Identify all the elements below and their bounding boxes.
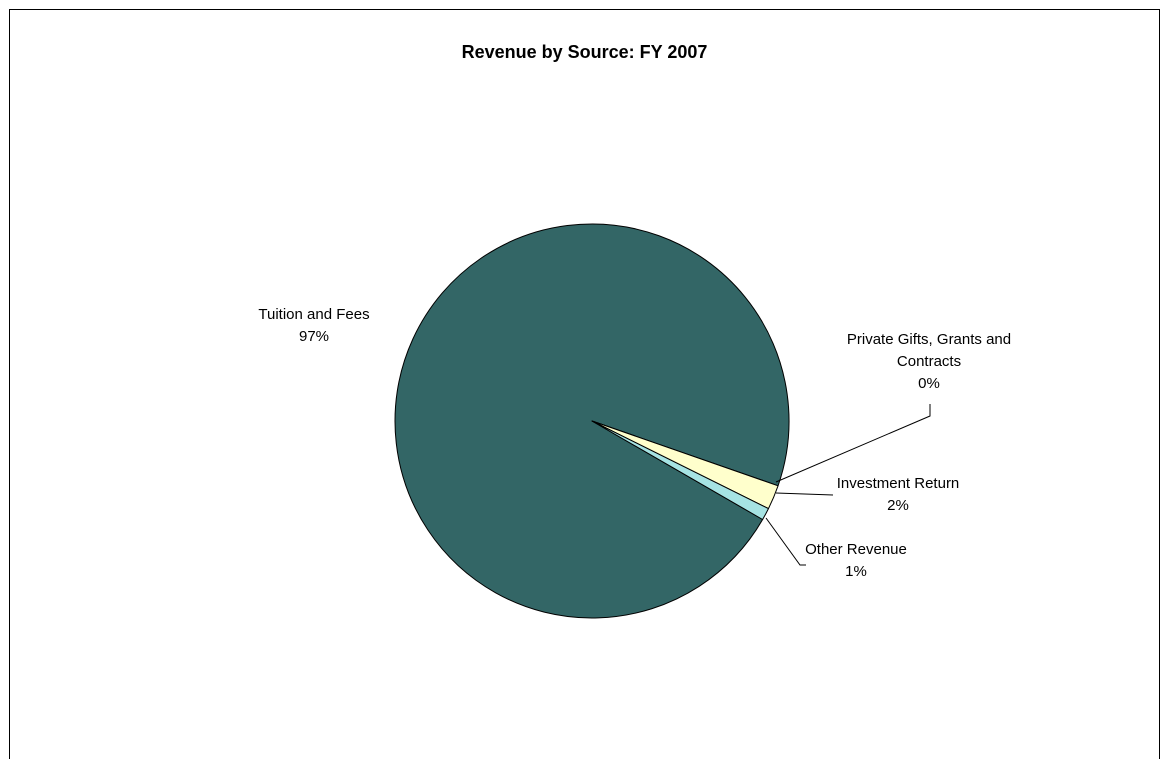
pie-slice — [591, 420, 769, 520]
slice-label: Tuition and Fees 97% — [214, 304, 414, 348]
category-label: Other Revenue — [805, 541, 907, 558]
leader-line — [775, 404, 931, 483]
slice-label: Investment Return 2% — [798, 473, 998, 517]
chart-title: Revenue by Source: FY 2007 — [461, 42, 708, 62]
category-label: Investment Return — [836, 475, 960, 492]
value-label: 97% — [298, 328, 330, 345]
category-label: Tuition and Fees — [258, 306, 370, 323]
slice-label: Other Revenue 1% — [756, 539, 956, 583]
slice-label: Private Gifts, Grants and Contracts 0% — [809, 329, 1049, 395]
value-label: 1% — [845, 563, 867, 580]
pie — [394, 223, 790, 619]
leader-line — [765, 517, 806, 566]
value-label: 0% — [918, 375, 940, 392]
value-label: 2% — [887, 497, 909, 514]
category-label: Private Gifts, Grants and Contracts — [846, 331, 1012, 370]
leader-line — [775, 492, 834, 496]
